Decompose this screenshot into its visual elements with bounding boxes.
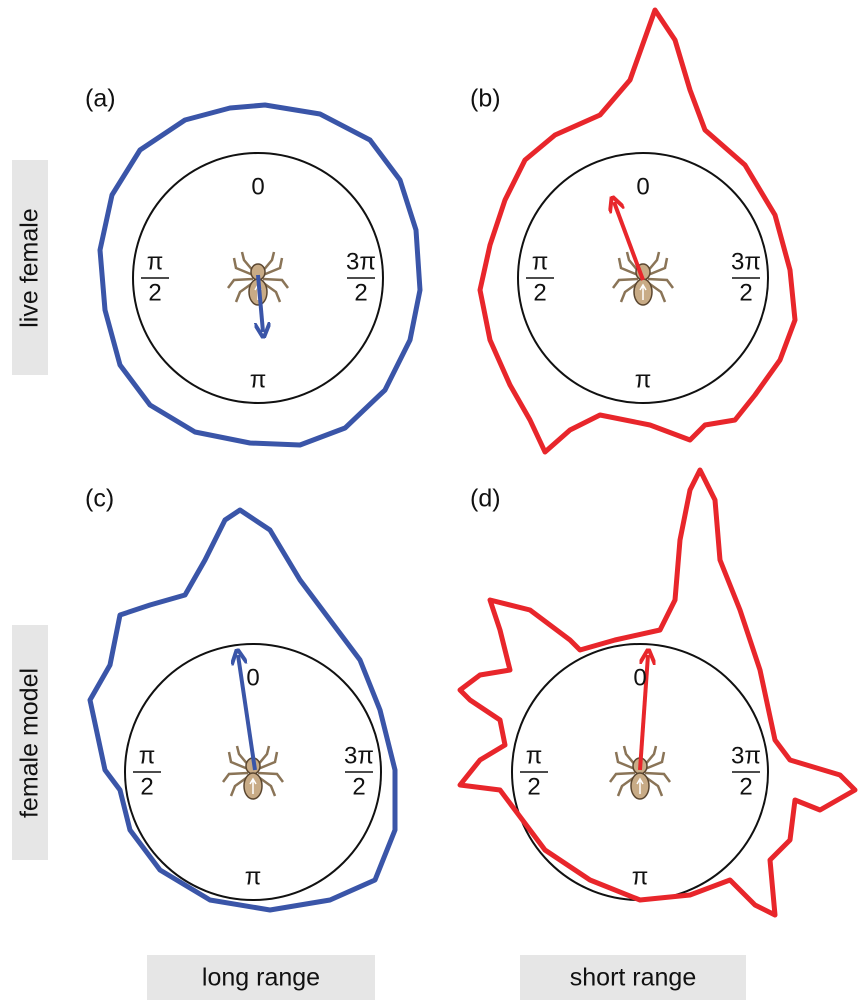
fraction-denominator: 2 [140,773,153,800]
fraction-numerator: 3π [731,742,761,769]
fraction-denominator: 2 [527,773,540,800]
fraction-numerator: 3π [731,248,761,275]
distribution-curve [460,470,855,915]
figure: live female female model long range shor… [0,0,858,1000]
mean-vector [614,202,643,280]
angle-label: π [245,863,262,890]
column-label: long range [202,964,320,992]
fraction-numerator: 3π [346,248,376,275]
panel-label: (c) [85,485,114,513]
fraction-denominator: 2 [533,279,546,306]
fraction-numerator: π [532,248,549,275]
angle-label: 0 [246,664,259,691]
angle-label: π [635,366,652,393]
fraction-numerator: π [526,742,543,769]
angle-label: 0 [251,173,264,200]
angle-label: π [632,863,649,890]
fraction-denominator: 2 [739,279,752,306]
fraction-denominator: 2 [354,279,367,306]
panel-label: (a) [85,85,116,113]
fraction-denominator: 2 [352,773,365,800]
fraction-numerator: 3π [344,742,374,769]
fraction-numerator: π [147,248,164,275]
fraction-numerator: π [139,742,156,769]
panel-label: (d) [470,485,501,513]
angle-label: π [250,366,267,393]
angle-label: 0 [633,664,646,691]
fraction-denominator: 2 [739,773,752,800]
panel-label: (b) [470,85,501,113]
distribution-curve [90,510,395,910]
row-label: female model [16,668,44,818]
fraction-denominator: 2 [148,279,161,306]
column-label: short range [570,964,696,992]
angle-label: 0 [636,173,649,200]
row-label: live female [16,208,44,328]
